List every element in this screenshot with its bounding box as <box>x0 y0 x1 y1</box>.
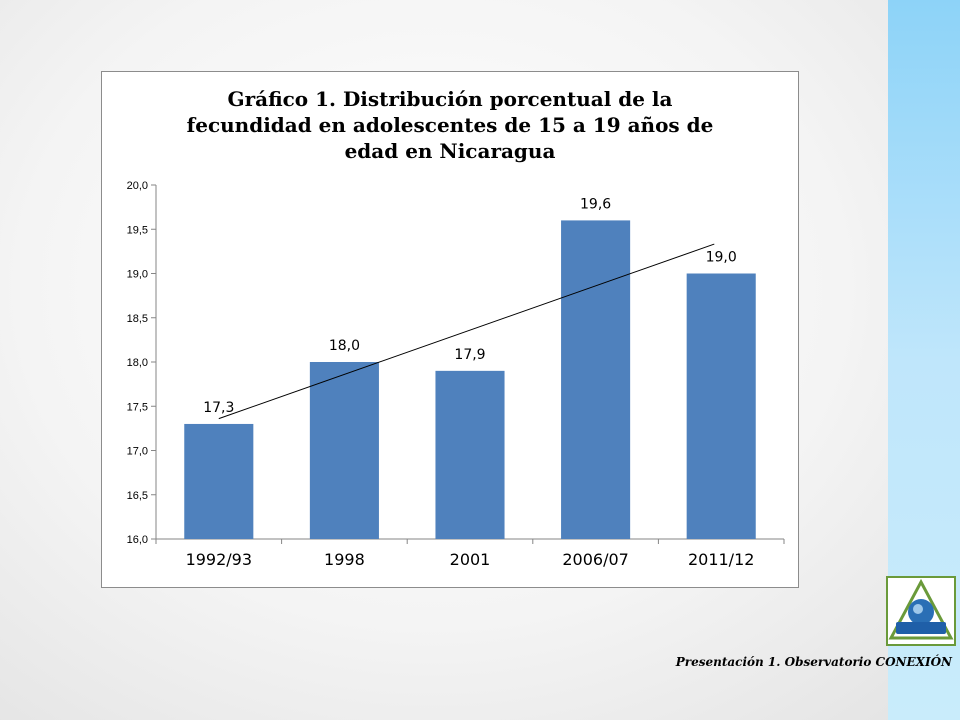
footer-caption: Presentación 1. Observatorio CONEXIÓN <box>675 655 952 669</box>
y-tick-label: 18,5 <box>127 313 148 325</box>
data-label: 19,6 <box>580 196 611 212</box>
x-tick-label: 2001 <box>450 550 491 569</box>
x-tick-label: 1992/93 <box>186 550 252 569</box>
y-tick-label: 17,5 <box>127 401 148 413</box>
bar <box>561 220 631 539</box>
chart-title-line-2: fecundidad en adolescentes de 15 a 19 añ… <box>186 113 714 137</box>
data-label: 17,3 <box>203 400 234 416</box>
bar <box>309 362 379 539</box>
y-tick-label: 19,5 <box>127 224 148 236</box>
y-tick-label: 16,5 <box>127 490 148 502</box>
x-tick-label: 2011/12 <box>688 550 754 569</box>
bar <box>184 423 254 539</box>
x-tick-label: 2006/07 <box>562 550 628 569</box>
y-tick-label: 19,0 <box>127 269 148 281</box>
data-label: 18,0 <box>329 338 360 354</box>
y-tick-label: 16,0 <box>127 534 148 546</box>
chart-area: Gráfico 1. Distribución porcentual de la… <box>101 71 799 588</box>
chart-title-line-3: edad en Nicaragua <box>344 139 556 163</box>
bar-chart: 16,0 16,5 17,0 17,5 18,0 18,5 19,0 19,5 20,0 17,3… <box>127 180 785 569</box>
nicasalud-logo <box>886 576 956 646</box>
bar <box>686 273 756 539</box>
y-tick-label: 20,0 <box>127 180 148 192</box>
trendline <box>218 243 715 420</box>
data-label: 19,0 <box>706 250 737 266</box>
bar <box>435 370 505 539</box>
y-tick-label: 17,0 <box>127 446 148 458</box>
y-tick-label: 18,0 <box>127 357 148 369</box>
chart-title-line-1: Gráfico 1. Distribución porcentual de la <box>227 87 673 111</box>
x-tick-label: 1998 <box>324 550 365 569</box>
chart-title: Gráfico 1. Distribución porcentual de la… <box>102 86 798 164</box>
data-label: 17,9 <box>454 347 485 363</box>
